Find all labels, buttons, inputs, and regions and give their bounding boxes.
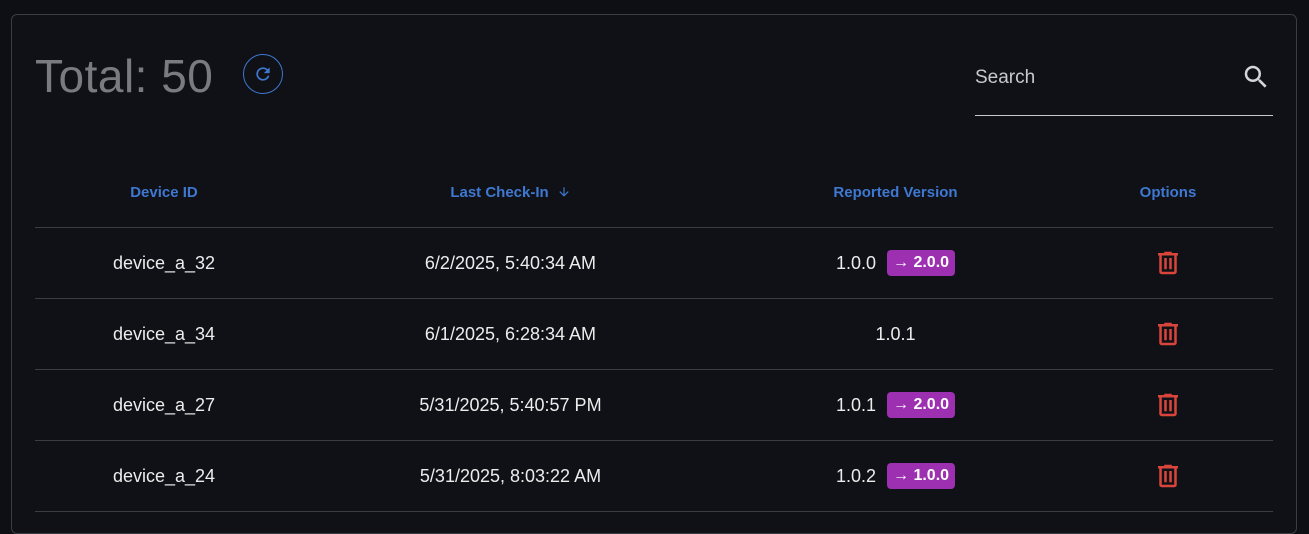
column-header-reported-version[interactable]: Reported Version: [728, 157, 1063, 228]
delete-icon[interactable]: [1153, 390, 1183, 420]
options-cell: [1063, 440, 1273, 512]
device-id-cell: device_a_34: [35, 298, 293, 370]
column-header-last-check-in[interactable]: Last Check-In: [293, 157, 728, 228]
table-row[interactable]: device_a_32 6/2/2025, 5:40:34 AM 1.0.0 →…: [35, 227, 1273, 299]
refresh-button[interactable]: [243, 54, 283, 94]
options-cell: [1063, 227, 1273, 299]
target-version-badge: → 1.0.0: [887, 463, 956, 489]
refresh-icon: [256, 67, 270, 81]
devices-panel: Total: 50 Device ID Last Check-In Report…: [11, 14, 1297, 534]
delete-icon[interactable]: [1153, 319, 1183, 349]
device-id-cell: device_a_27: [35, 369, 293, 441]
device-id-cell: device_a_32: [35, 227, 293, 299]
panel-header: Total: 50: [12, 15, 1296, 135]
last-check-in-cell: 6/2/2025, 5:40:34 AM: [293, 227, 728, 299]
last-check-in-cell: 6/1/2025, 6:28:34 AM: [293, 298, 728, 370]
last-check-in-cell: 5/31/2025, 8:03:22 AM: [293, 440, 728, 512]
total-count: Total: 50: [35, 50, 214, 102]
last-check-in-cell: 5/31/2025, 5:40:57 PM: [293, 369, 728, 441]
search-input[interactable]: [975, 60, 1225, 96]
reported-version: 1.0.0: [835, 252, 876, 273]
reported-version-cell: 1.0.1 → 2.0.0: [728, 369, 1063, 441]
reported-version: 1.0.2: [835, 465, 876, 486]
table-row[interactable]: device_a_24 5/31/2025, 8:03:22 AM 1.0.2 …: [35, 440, 1273, 512]
reported-version: 1.0.1: [835, 394, 876, 415]
column-header-device-id[interactable]: Device ID: [35, 157, 293, 228]
reported-version-cell: 1.0.0 → 2.0.0: [728, 227, 1063, 299]
search-field: [975, 60, 1273, 116]
table-header-row: Device ID Last Check-In Reported Version…: [35, 157, 1273, 228]
target-version-badge: → 2.0.0: [887, 250, 956, 276]
delete-icon[interactable]: [1153, 461, 1183, 491]
target-version-badge: → 2.0.0: [887, 392, 956, 418]
reported-version-cell: 1.0.2 → 1.0.0: [728, 440, 1063, 512]
options-cell: [1063, 369, 1273, 441]
options-cell: [1063, 298, 1273, 370]
table-row[interactable]: device_a_27 5/31/2025, 5:40:57 PM 1.0.1 …: [35, 369, 1273, 441]
search-icon[interactable]: [1241, 62, 1271, 92]
reported-version-cell: 1.0.1: [728, 298, 1063, 370]
device-id-cell: device_a_24: [35, 440, 293, 512]
delete-icon[interactable]: [1153, 248, 1183, 278]
devices-table: Device ID Last Check-In Reported Version…: [35, 157, 1273, 512]
column-header-options: Options: [1063, 157, 1273, 228]
reported-version: 1.0.1: [875, 323, 916, 344]
table-row[interactable]: device_a_34 6/1/2025, 6:28:34 AM 1.0.1: [35, 298, 1273, 370]
arrow-down-icon: [559, 186, 569, 197]
